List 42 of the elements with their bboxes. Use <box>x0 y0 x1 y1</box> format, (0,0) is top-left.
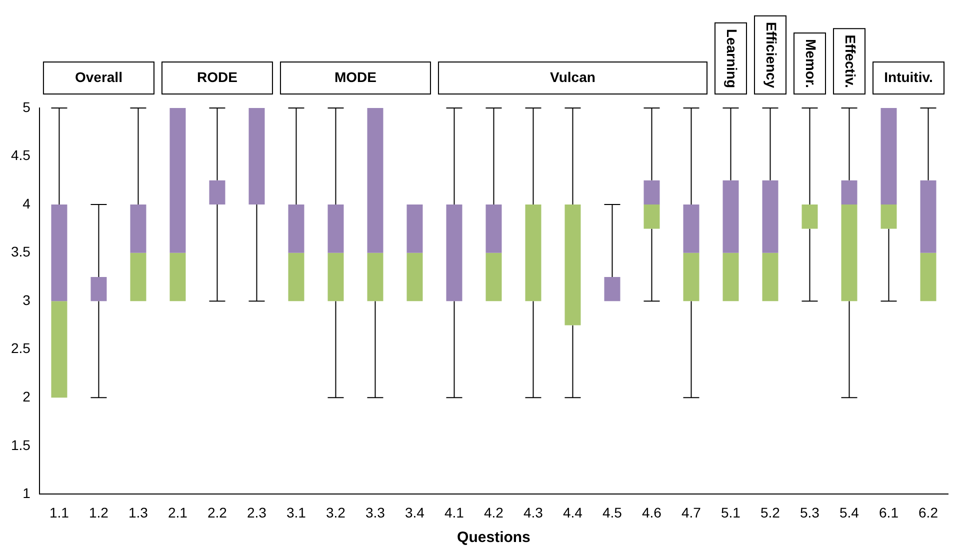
text: Vulcan <box>550 68 596 85</box>
text: Efficiency <box>763 22 780 88</box>
x-tick-label: 5.1 <box>721 504 741 520</box>
text: Learning <box>724 28 740 88</box>
y-tick-label: 1.5 <box>10 436 31 453</box>
x-tick-label: 5.4 <box>840 504 860 520</box>
x-tick-label: 2.3 <box>246 504 267 520</box>
x-tick-label: 4.5 <box>602 504 622 520</box>
x-tick-label: 6.2 <box>918 504 938 520</box>
x-tick-label: 1.2 <box>88 504 109 520</box>
y-tick-label: 4.5 <box>10 147 31 164</box>
text: Overall <box>74 68 122 85</box>
text: RODE <box>196 68 238 85</box>
y-tick-label: 1 <box>22 485 31 502</box>
x-tick-label: 3.2 <box>326 504 346 520</box>
x-tick-label: 3.4 <box>404 504 425 520</box>
text: Effectiv. <box>842 34 858 88</box>
x-tick-label: 2.2 <box>207 504 228 520</box>
x-tick-label: 4.4 <box>563 504 583 520</box>
x-tick-label: 3.1 <box>286 504 306 520</box>
x-tick-label: 6.1 <box>879 504 899 520</box>
x-tick-label: 2.1 <box>168 504 188 520</box>
x-tick-label: 3.3 <box>365 504 386 520</box>
text: Memor. <box>802 38 819 88</box>
y-tick-label: 5 <box>22 98 31 115</box>
x-tick-label: 4.7 <box>682 504 702 520</box>
x-tick-label: 1.3 <box>128 504 148 520</box>
x-tick-label: 1.1 <box>49 504 70 520</box>
x-tick-label: 4.3 <box>524 504 544 520</box>
text: Intuitiv. <box>884 68 933 85</box>
x-axis-title: Questions <box>457 529 530 546</box>
x-tick-label: 5.3 <box>800 504 820 520</box>
y-tick-label: 3.5 <box>10 244 31 260</box>
text: MODE <box>334 68 376 85</box>
x-tick-label: 4.2 <box>484 504 504 520</box>
y-tick-label: 2.5 <box>10 340 31 356</box>
x-tick-label: 4.6 <box>642 504 662 520</box>
y-tick-label: 3 <box>22 292 31 308</box>
x-tick-label: 5.2 <box>760 504 780 520</box>
y-tick-label: 4 <box>22 195 31 212</box>
x-tick-label: 4.1 <box>444 504 464 520</box>
y-tick-label: 2 <box>22 388 31 405</box>
